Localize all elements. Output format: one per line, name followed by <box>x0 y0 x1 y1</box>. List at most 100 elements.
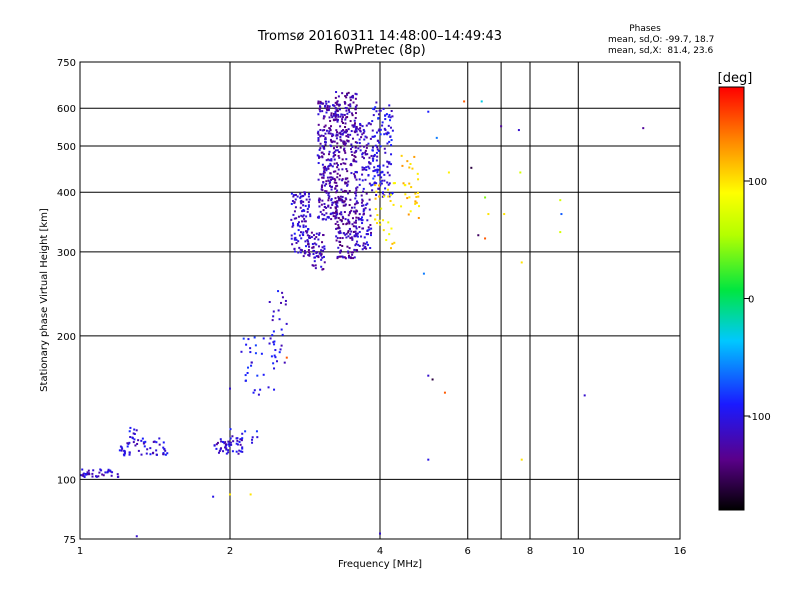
data-point <box>343 150 346 153</box>
data-point <box>355 242 358 245</box>
data-point <box>262 337 265 340</box>
data-point <box>370 154 373 157</box>
data-point <box>359 127 362 130</box>
data-point <box>349 105 352 108</box>
data-point <box>129 436 132 439</box>
data-point <box>378 173 381 176</box>
data-point <box>336 201 339 204</box>
data-point <box>321 256 324 259</box>
data-point <box>307 204 310 207</box>
data-point <box>365 136 368 139</box>
data-point <box>365 124 368 127</box>
data-point <box>362 157 365 160</box>
y-tick-label: 75 <box>63 535 76 546</box>
data-point <box>373 108 376 111</box>
data-point <box>422 272 425 275</box>
data-point <box>236 437 239 440</box>
data-point <box>427 110 430 113</box>
data-point <box>351 217 354 220</box>
data-point <box>340 211 343 214</box>
data-point <box>414 200 417 203</box>
data-point <box>302 231 305 234</box>
data-point <box>363 168 366 171</box>
data-point <box>365 166 368 169</box>
data-point <box>293 210 296 213</box>
data-point <box>339 125 342 128</box>
data-point <box>324 143 327 146</box>
data-point <box>317 199 320 202</box>
data-point <box>133 428 136 431</box>
data-point <box>392 203 395 206</box>
data-point <box>346 93 349 96</box>
data-point <box>298 234 301 237</box>
data-point <box>370 227 373 230</box>
data-point <box>296 195 299 198</box>
data-point <box>353 221 356 224</box>
data-point <box>341 179 344 182</box>
data-point <box>337 231 340 234</box>
data-point <box>375 182 378 185</box>
data-point <box>389 126 392 129</box>
data-point <box>336 110 339 113</box>
data-point <box>322 176 325 179</box>
data-point <box>335 239 338 242</box>
data-point <box>317 255 320 258</box>
data-point <box>162 451 165 454</box>
data-point <box>318 252 321 255</box>
data-point <box>262 373 265 376</box>
data-point <box>354 150 357 153</box>
data-point <box>404 193 407 196</box>
data-point <box>318 201 321 204</box>
data-point <box>344 102 347 105</box>
data-point <box>335 235 338 238</box>
data-point <box>368 198 371 201</box>
data-point <box>355 171 358 174</box>
data-point <box>414 202 417 205</box>
data-point <box>427 458 430 461</box>
data-point <box>378 109 381 112</box>
data-point <box>366 219 369 222</box>
data-point <box>389 135 392 138</box>
data-point <box>361 153 364 156</box>
data-point <box>326 106 329 109</box>
data-point <box>320 203 323 206</box>
data-point <box>354 92 357 95</box>
data-point <box>252 391 255 394</box>
x-axis-ticks: 1 2 4 6 8 10 16 <box>77 546 687 557</box>
data-point <box>297 240 300 243</box>
data-point <box>120 449 123 452</box>
data-point <box>322 255 325 258</box>
data-point <box>308 254 311 257</box>
data-point <box>325 218 328 221</box>
data-point <box>337 113 340 116</box>
data-point <box>388 195 391 198</box>
data-point <box>408 196 411 199</box>
data-point <box>408 182 411 185</box>
data-point <box>319 128 322 131</box>
data-point <box>375 131 378 134</box>
data-point <box>323 125 326 128</box>
data-point <box>328 184 331 187</box>
data-point <box>362 213 365 216</box>
data-point <box>347 231 350 234</box>
data-point <box>222 450 225 453</box>
data-point <box>118 449 121 452</box>
data-point <box>363 167 366 170</box>
data-point <box>320 249 323 252</box>
data-point <box>101 473 104 476</box>
data-point <box>348 222 351 225</box>
data-point <box>126 445 129 448</box>
data-point <box>135 535 138 538</box>
legend-o-stats: mean, sd,O: -99.7, 18.7 <box>608 35 714 45</box>
data-point <box>352 96 355 99</box>
data-point <box>375 110 378 113</box>
data-point <box>333 150 336 153</box>
data-point <box>361 248 364 251</box>
data-point <box>376 214 379 217</box>
data-point <box>322 134 325 137</box>
data-point <box>383 179 386 182</box>
data-point <box>360 194 363 197</box>
data-point <box>331 165 334 168</box>
data-point <box>361 173 364 176</box>
data-point <box>346 245 349 248</box>
